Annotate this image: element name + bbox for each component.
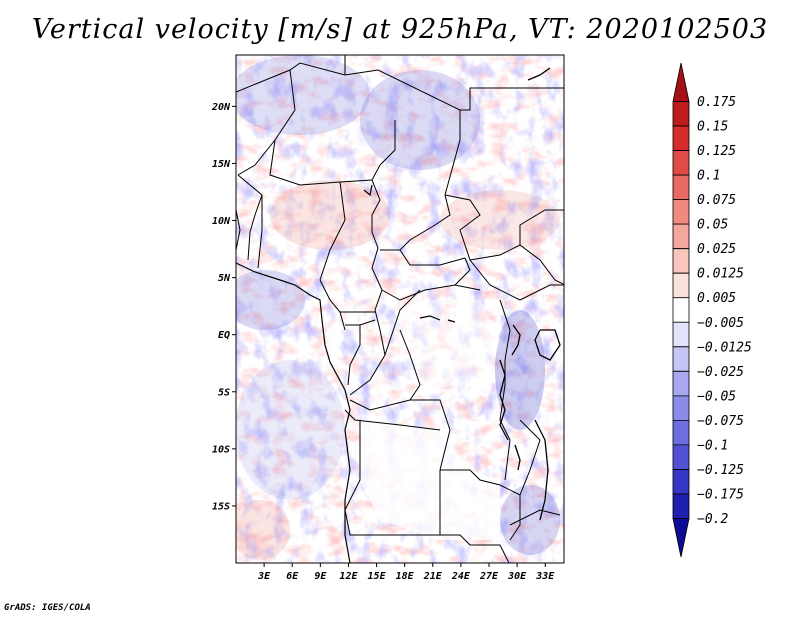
colorbar-swatch [672,297,690,323]
colorbar-label: 0.125 [697,144,736,159]
colorbar-swatch [672,444,690,470]
colorbar-swatch [672,199,690,225]
colorbar-swatch [672,370,690,397]
colorbar-label: −0.0125 [697,340,752,355]
lat-label: 15N [212,159,231,170]
lat-label: EQ [218,330,230,341]
colorbar-swatch [672,223,690,250]
colorbar-label: −0.005 [697,316,744,331]
colorbar-label: −0.1 [697,438,728,453]
colorbar-label: 0.025 [697,242,736,257]
colorbar-label: −0.2 [697,512,728,527]
colorbar-swatch [672,321,690,348]
colorbar-label: 0.0125 [697,267,744,282]
lon-label: 30E [507,571,527,582]
colorbar-label: 0.005 [697,291,736,306]
vertical-velocity-field [236,55,564,563]
grads-credit: GrADS: IGES/COLA [4,603,91,613]
colorbar-swatch [672,493,690,519]
lat-label: 5S [218,387,230,398]
colorbar-label: −0.175 [697,487,744,502]
colorbar-label: 0.1 [697,169,720,184]
colorbar-label: −0.075 [697,414,744,429]
lat-label: 10N [212,216,231,227]
colorbar-swatch [672,419,690,446]
colorbar-label: 0.075 [697,193,736,208]
colorbar: 0.175 0.15 0.125 0.1 0.075 0.05 0.025 0.0125 0.0… [672,62,752,558]
colorbar-swatch [672,272,690,299]
lon-label: 15E [368,571,387,582]
colorbar-label: −0.05 [697,389,736,404]
lat-label: 5N [218,273,231,284]
lon-label: 18E [396,571,415,582]
colorbar-swatch [672,174,690,201]
colorbar-swatch [672,346,690,372]
colorbar-label: −0.025 [697,365,744,380]
colorbar-swatch [672,101,690,127]
lon-label: 33E [535,571,555,582]
lon-label: 12E [339,571,358,582]
colorbar-label: 0.15 [697,120,728,135]
lat-label: 20N [211,102,231,113]
country-boundaries [236,55,564,563]
lon-label: 21E [423,571,443,582]
lon-label: 6E [286,571,299,582]
latitude-axis: 20N 15N 10N 5N EQ 5S 10S 15S [211,102,236,512]
colorbar-swatch [672,62,690,102]
lat-label: 10S [212,444,230,455]
map-frame [235,54,565,564]
map-title: Vertical velocity [m/s] at 925hPa, VT: 2… [31,14,769,45]
lon-label: 27E [479,571,499,582]
colorbar-label: −0.125 [697,463,744,478]
colorbar-swatch [672,469,690,495]
longitude-axis: 3E 6E 9E 12E 15E 18E 21E 24E 27E 30E 33E [257,563,555,582]
lon-label: 3E [257,571,271,582]
colorbar-swatch [672,395,690,421]
colorbar-label: 0.175 [697,95,736,110]
colorbar-swatch [672,248,690,274]
colorbar-label: 0.05 [697,218,728,233]
lat-label: 15S [212,501,230,512]
lon-label: 24E [451,571,471,582]
colorbar-swatch [672,125,690,151]
lon-label: 9E [314,571,327,582]
colorbar-swatch [672,150,690,176]
colorbar-swatch [672,518,690,558]
